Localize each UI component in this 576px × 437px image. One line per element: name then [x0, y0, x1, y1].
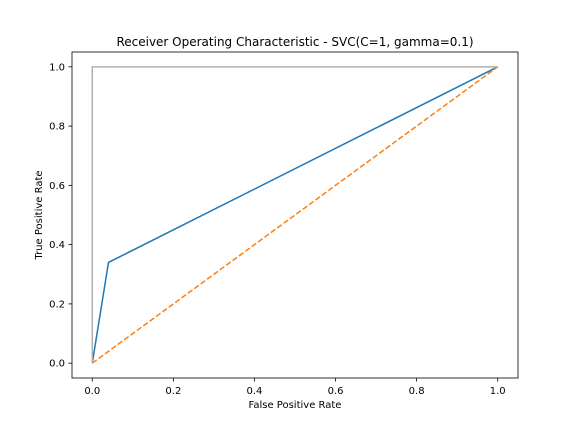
x-tick-label: 0.2 [165, 386, 181, 397]
plot-series [91, 66, 499, 364]
x-tick-label: 0.6 [328, 386, 344, 397]
y-tick-label: 0.6 [49, 181, 65, 192]
series-line-1 [91, 66, 499, 364]
x-tick-label: 0.4 [247, 386, 263, 397]
y-tick-label: 1.0 [49, 62, 65, 73]
y-tick-label: 0.2 [49, 299, 65, 310]
x-tick-label: 0.8 [409, 386, 425, 397]
x-axis-ticks: 0.0 0.2 0.4 0.6 0.8 1.0 [84, 378, 506, 397]
series-line-3 [91, 66, 498, 364]
chart-title: Receiver Operating Characteristic - SVC(… [116, 35, 473, 49]
y-axis-label: True Positive Rate [34, 170, 45, 260]
series-line-2 [91, 66, 499, 364]
y-tick-label: 0.0 [49, 359, 65, 370]
x-axis-label: False Positive Rate [249, 400, 342, 411]
plot-frame [71, 51, 519, 379]
y-tick-label: 0.4 [49, 240, 65, 251]
x-tick-label: 1.0 [490, 386, 506, 397]
y-tick-label: 0.8 [49, 122, 65, 133]
x-tick-label: 0.0 [84, 386, 100, 397]
y-axis-ticks: 0.0 0.2 0.4 0.6 0.8 1.0 [49, 62, 72, 370]
